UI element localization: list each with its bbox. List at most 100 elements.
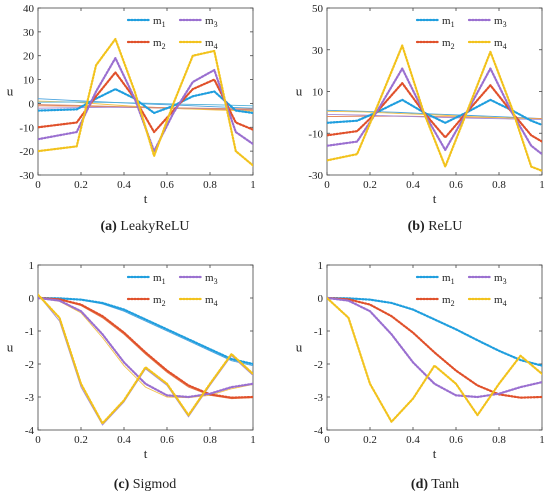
x-tick-label: 0.4 — [117, 434, 131, 446]
y-tick-label: -30 — [308, 170, 323, 182]
legend-label-m4: m4 — [494, 37, 507, 51]
y-tick-label: 30 — [23, 27, 35, 39]
legend-subscript: 3 — [503, 277, 507, 286]
series-line-m1 — [327, 98, 542, 127]
legend-label-m4: m4 — [205, 37, 218, 51]
y-tick-label: -20 — [19, 146, 34, 158]
y-tick-label: -10 — [308, 128, 323, 140]
legend-label-m1: m1 — [442, 15, 455, 29]
y-tick-label: 0 — [29, 98, 35, 110]
x-tick-label: 0.2 — [363, 179, 377, 191]
plot-frame — [37, 7, 254, 176]
legend-label-m4: m4 — [205, 294, 218, 308]
x-axis-label: t — [144, 191, 148, 206]
legend: m1 m2 m3 m4 — [415, 272, 507, 308]
panel-c-sigmod: 0 0.2 0.4 0.6 0.8 1 -4 -3 -2 -1 0 1 t u m1 m2 m3 m4 (c) Si… — [7, 260, 256, 492]
legend-subscript: 1 — [162, 277, 166, 286]
legend: m1 m2 m3 m4 — [126, 272, 218, 308]
y-axis-label: u — [7, 84, 14, 99]
y-tick-label: 10 — [312, 87, 324, 99]
legend-subscript: 4 — [214, 42, 218, 51]
series-line-m1 — [327, 296, 542, 367]
series-group — [38, 293, 253, 426]
y-tick-label: 40 — [23, 3, 35, 15]
legend-subscript: 2 — [162, 42, 166, 51]
legend-subscript: 1 — [162, 20, 166, 29]
x-tick-label: 0.2 — [363, 434, 377, 446]
series-group — [327, 296, 542, 423]
thin-series-line — [38, 101, 253, 107]
legend-subscript: 3 — [214, 20, 218, 29]
y-tick-label: -4 — [25, 425, 35, 437]
series-line-m1 — [38, 296, 253, 366]
panel-caption-text: Tanh — [428, 477, 459, 492]
y-tick-label: 10 — [23, 75, 35, 87]
panel-a-leakyrelu: 0 0.2 0.4 0.6 0.8 1 -30 -20 -10 0 10 20 30 40 t u m1 m2 m3… — [7, 3, 256, 234]
legend-label-m2: m2 — [153, 294, 166, 308]
panel-caption-label: (a) — [100, 219, 117, 234]
y-axis-label: u — [296, 84, 303, 99]
y-tick-label: -1 — [314, 326, 323, 338]
panel-caption-text: LeakyReLU — [117, 219, 190, 234]
legend-label-m3: m3 — [494, 15, 507, 29]
plot-frame — [37, 264, 254, 431]
x-tick-label: 0.2 — [74, 179, 88, 191]
panel-caption: (b) ReLU — [408, 219, 463, 234]
series-line-m2 — [327, 82, 542, 143]
legend-label-m2: m2 — [442, 294, 455, 308]
x-tick-label: 0.4 — [406, 179, 420, 191]
series-line-m4 — [327, 296, 542, 423]
x-tick-label: 0.6 — [449, 434, 463, 446]
thin-series-line — [327, 110, 542, 120]
x-tick-label: 1 — [250, 179, 256, 191]
series-line-m3 — [38, 56, 253, 153]
y-axis-label: u — [296, 340, 303, 355]
series-line-m2 — [38, 296, 253, 399]
legend-label-m3: m3 — [494, 272, 507, 286]
legend-label-m1: m1 — [442, 272, 455, 286]
series-line-m3 — [327, 296, 542, 399]
y-tick-label: -1 — [25, 326, 34, 338]
panel-caption: (a) LeakyReLU — [100, 219, 189, 234]
legend-subscript: 3 — [503, 20, 507, 29]
y-tick-label: 0 — [318, 293, 324, 305]
y-tick-label: 1 — [29, 260, 35, 272]
legend-subscript: 1 — [451, 20, 455, 29]
panel-caption: (d) Tanh — [411, 477, 459, 492]
x-tick-label: 1 — [539, 179, 545, 191]
legend-label-m2: m2 — [153, 37, 166, 51]
legend-subscript: 4 — [503, 299, 507, 308]
panel-b-relu: 0 0.2 0.4 0.6 0.8 1 -30 -10 10 30 50 t u m1 m2 m3 m4 (b) … — [296, 3, 545, 234]
y-tick-label: -10 — [19, 122, 34, 134]
legend-label-m2: m2 — [442, 37, 455, 51]
panel-caption: (c) Sigmod — [114, 477, 177, 492]
x-tick-label: 0.4 — [117, 179, 131, 191]
x-tick-label: 0.8 — [203, 434, 217, 446]
x-tick-label: 0.4 — [406, 434, 420, 446]
x-tick-label: 0.8 — [492, 434, 506, 446]
legend-subscript: 2 — [451, 299, 455, 308]
series-line-m4 — [38, 37, 253, 167]
series-line-m2 — [327, 296, 542, 399]
y-tick-label: -3 — [25, 392, 35, 404]
x-axis-label: t — [433, 446, 437, 461]
panel-caption-text: Sigmod — [129, 477, 176, 492]
legend-label-m3: m3 — [205, 15, 218, 29]
y-tick-label: -4 — [314, 425, 324, 437]
thin-series-line — [38, 98, 253, 109]
x-tick-label: 0.8 — [203, 179, 217, 191]
x-axis-label: t — [144, 446, 148, 461]
panel-caption-label: (b) — [408, 219, 425, 234]
legend-label-m1: m1 — [153, 15, 166, 29]
panel-caption-text: ReLU — [425, 219, 463, 234]
panel-d-tanh: 0 0.2 0.4 0.6 0.8 1 -4 -3 -2 -1 0 1 t u m1 m2 m3 m4 (d) Ta… — [296, 260, 545, 492]
series-line-m4 — [38, 293, 253, 425]
panel-caption-label: (d) — [411, 477, 428, 492]
y-tick-label: 30 — [312, 45, 324, 57]
x-tick-label: 0.6 — [449, 179, 463, 191]
legend-label-m4: m4 — [494, 294, 507, 308]
x-tick-label: 0.6 — [160, 434, 174, 446]
series-group — [327, 44, 542, 172]
y-tick-label: 1 — [318, 260, 324, 272]
